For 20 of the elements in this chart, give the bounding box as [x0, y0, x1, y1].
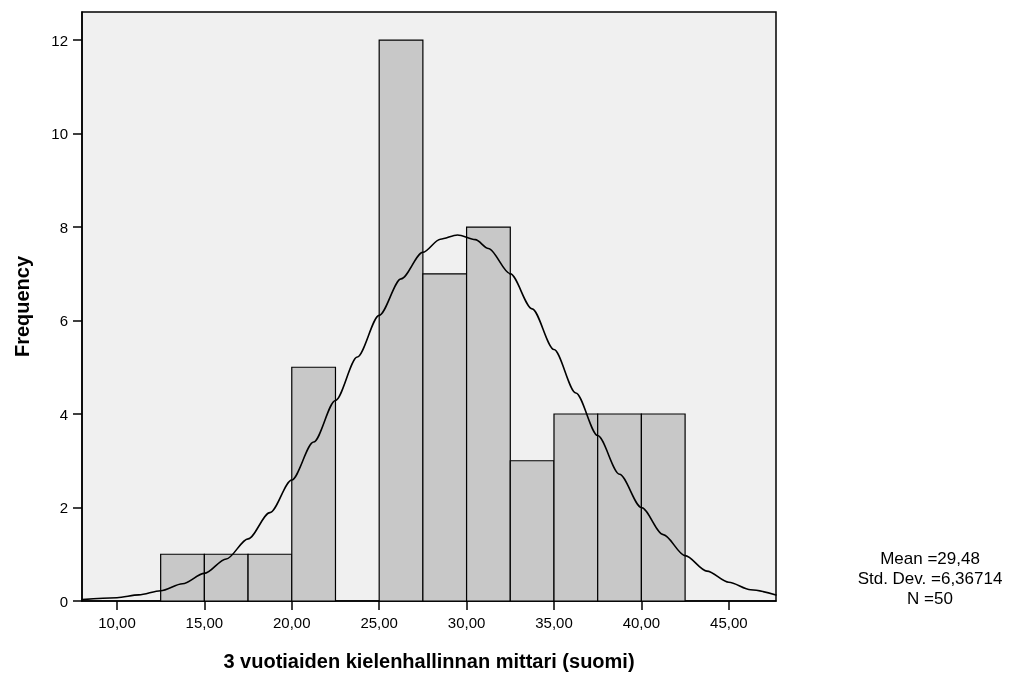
x-tick-label: 10,00 — [98, 614, 136, 631]
text: Mean =29,48 — [880, 549, 980, 568]
x-tick-label: 40,00 — [622, 614, 661, 631]
x-tick-label: 35,00 — [535, 614, 573, 631]
x-tick-label: 25,00 — [360, 614, 398, 631]
x-tick-label: 30,00 — [447, 614, 486, 631]
y-tick-label: 10 — [51, 125, 68, 143]
x-axis-title: 3 vuotiaiden kielenhallinnan mittari (suomi) — [223, 650, 635, 672]
x-tick-label: 45,00 — [710, 614, 748, 631]
y-tick-label: 8 — [59, 218, 68, 236]
x-tick-label: 15,00 — [185, 614, 224, 631]
text: N =50 — [907, 589, 953, 608]
y-tick-label: 0 — [59, 592, 68, 610]
y-tick-label: 4 — [59, 405, 68, 423]
text: Std. Dev. =6,36714 — [857, 569, 1003, 588]
y-tick-label: 6 — [59, 312, 68, 330]
y-axis-title: Frequency — [11, 255, 33, 358]
y-tick-label: 12 — [51, 31, 68, 49]
x-tick-label: 20,00 — [273, 614, 311, 631]
y-tick-label: 2 — [59, 499, 68, 517]
